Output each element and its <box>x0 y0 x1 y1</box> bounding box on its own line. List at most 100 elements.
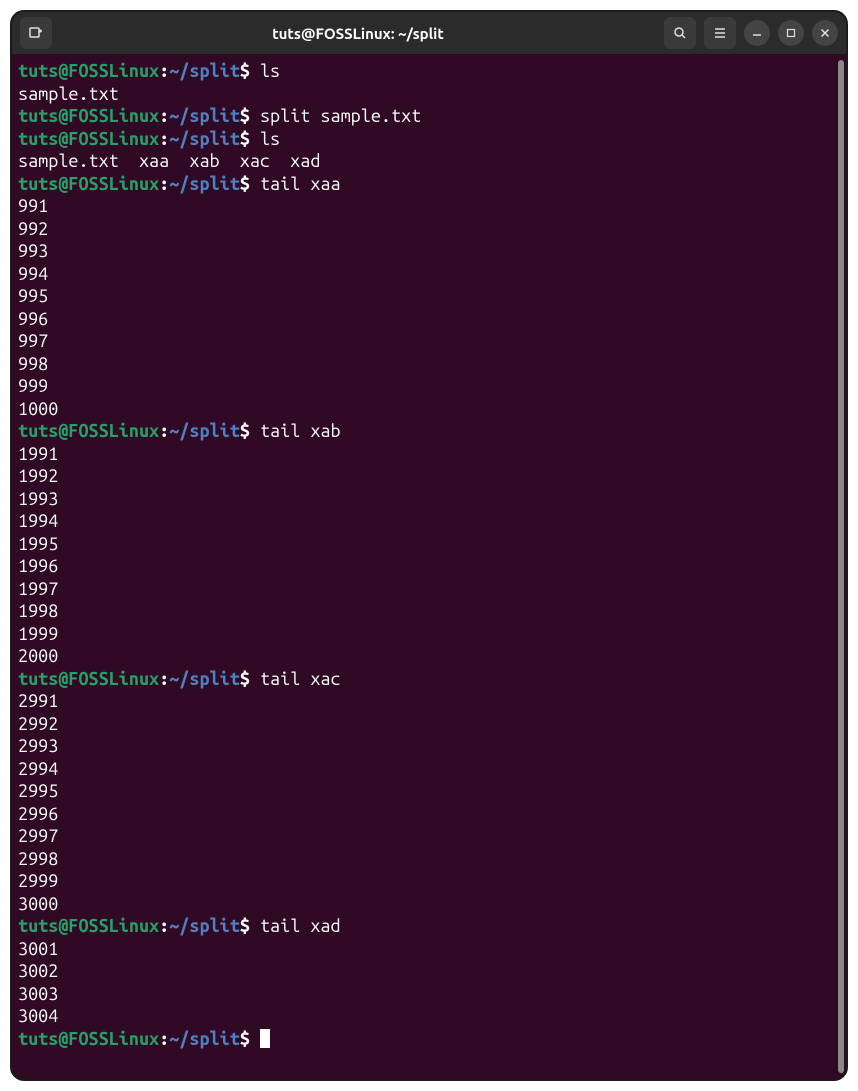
search-button[interactable] <box>664 17 696 49</box>
output-line: 996 <box>18 308 836 331</box>
prompt-path: ~/split <box>169 61 240 81</box>
maximize-icon <box>786 28 796 38</box>
titlebar: tuts@FOSSLinux: ~/split <box>12 12 846 54</box>
scrollbar[interactable] <box>838 60 844 1073</box>
prompt-path: ~/split <box>169 1029 240 1049</box>
terminal-body[interactable]: tuts@FOSSLinux:~/split$ lssample.txttuts… <box>12 54 846 1079</box>
prompt-dollar: $ <box>240 106 250 126</box>
output-line: 3000 <box>18 893 836 916</box>
prompt-path: ~/split <box>169 421 240 441</box>
titlebar-right <box>664 17 838 49</box>
output-line: 1997 <box>18 578 836 601</box>
prompt-path: ~/split <box>169 129 240 149</box>
command-line: tuts@FOSSLinux:~/split$ <box>18 1028 836 1051</box>
prompt-user: tuts@FOSSLinux <box>18 61 159 81</box>
output-line: 993 <box>18 240 836 263</box>
output-line: 1995 <box>18 533 836 556</box>
output-line: 998 <box>18 353 836 376</box>
prompt-path: ~/split <box>169 669 240 689</box>
minimize-button[interactable] <box>744 20 770 46</box>
maximize-button[interactable] <box>778 20 804 46</box>
terminal-window: tuts@FOSSLinux: ~/split <box>10 10 848 1081</box>
output-line: 2997 <box>18 825 836 848</box>
prompt-path: ~/split <box>169 106 240 126</box>
output-line: 1993 <box>18 488 836 511</box>
close-button[interactable] <box>812 20 838 46</box>
command-line: tuts@FOSSLinux:~/split$ ls <box>18 60 836 83</box>
prompt-path: ~/split <box>169 174 240 194</box>
prompt-user: tuts@FOSSLinux <box>18 916 159 936</box>
output-line: 1994 <box>18 510 836 533</box>
prompt-colon: : <box>159 1029 169 1049</box>
command-text: tail xaa <box>250 174 341 194</box>
output-line: sample.txt xaa xab xac xad <box>18 150 836 173</box>
output-line: 995 <box>18 285 836 308</box>
prompt-colon: : <box>159 916 169 936</box>
output-line: 1991 <box>18 443 836 466</box>
output-line: 2995 <box>18 780 836 803</box>
search-icon <box>672 25 688 41</box>
new-tab-button[interactable] <box>20 17 52 49</box>
command-line: tuts@FOSSLinux:~/split$ tail xaa <box>18 173 836 196</box>
command-text: ls <box>250 129 280 149</box>
prompt-dollar: $ <box>240 1029 250 1049</box>
prompt-dollar: $ <box>240 174 250 194</box>
output-line: 994 <box>18 263 836 286</box>
output-line: 3003 <box>18 983 836 1006</box>
output-line: 2994 <box>18 758 836 781</box>
output-line: 2998 <box>18 848 836 871</box>
output-line: 997 <box>18 330 836 353</box>
output-line: 2992 <box>18 713 836 736</box>
prompt-dollar: $ <box>240 61 250 81</box>
prompt-path: ~/split <box>169 916 240 936</box>
output-line: 3004 <box>18 1005 836 1028</box>
output-line: 1992 <box>18 465 836 488</box>
prompt-dollar: $ <box>240 669 250 689</box>
output-line: 1996 <box>18 555 836 578</box>
output-line: 3002 <box>18 960 836 983</box>
prompt-colon: : <box>159 421 169 441</box>
prompt-dollar: $ <box>240 129 250 149</box>
output-line: 2996 <box>18 803 836 826</box>
command-line: tuts@FOSSLinux:~/split$ split sample.txt <box>18 105 836 128</box>
command-line: tuts@FOSSLinux:~/split$ ls <box>18 128 836 151</box>
output-line: 1998 <box>18 600 836 623</box>
prompt-user: tuts@FOSSLinux <box>18 1029 159 1049</box>
prompt-user: tuts@FOSSLinux <box>18 669 159 689</box>
prompt-user: tuts@FOSSLinux <box>18 106 159 126</box>
output-line: 2999 <box>18 870 836 893</box>
prompt-colon: : <box>159 106 169 126</box>
prompt-dollar: $ <box>240 421 250 441</box>
terminal-content[interactable]: tuts@FOSSLinux:~/split$ lssample.txttuts… <box>18 60 836 1073</box>
minimize-icon <box>752 28 762 38</box>
command-line: tuts@FOSSLinux:~/split$ tail xab <box>18 420 836 443</box>
output-line: 1999 <box>18 623 836 646</box>
prompt-colon: : <box>159 61 169 81</box>
new-tab-icon <box>28 25 44 41</box>
output-line: 992 <box>18 218 836 241</box>
output-line: 991 <box>18 195 836 218</box>
prompt-user: tuts@FOSSLinux <box>18 174 159 194</box>
output-line: sample.txt <box>18 83 836 106</box>
prompt-colon: : <box>159 174 169 194</box>
output-line: 3001 <box>18 938 836 961</box>
command-text: tail xab <box>250 421 341 441</box>
command-text: tail xac <box>250 669 341 689</box>
command-line: tuts@FOSSLinux:~/split$ tail xad <box>18 915 836 938</box>
prompt-colon: : <box>159 129 169 149</box>
prompt-dollar: $ <box>240 916 250 936</box>
close-icon <box>820 28 830 38</box>
output-line: 2993 <box>18 735 836 758</box>
menu-button[interactable] <box>704 17 736 49</box>
hamburger-icon <box>712 25 728 41</box>
titlebar-left <box>20 17 52 49</box>
prompt-user: tuts@FOSSLinux <box>18 421 159 441</box>
cursor <box>260 1029 270 1048</box>
command-text: split sample.txt <box>250 106 421 126</box>
prompt-user: tuts@FOSSLinux <box>18 129 159 149</box>
window-title: tuts@FOSSLinux: ~/split <box>60 25 656 42</box>
output-line: 1000 <box>18 398 836 421</box>
command-line: tuts@FOSSLinux:~/split$ tail xac <box>18 668 836 691</box>
command-text: ls <box>250 61 280 81</box>
output-line: 2000 <box>18 645 836 668</box>
